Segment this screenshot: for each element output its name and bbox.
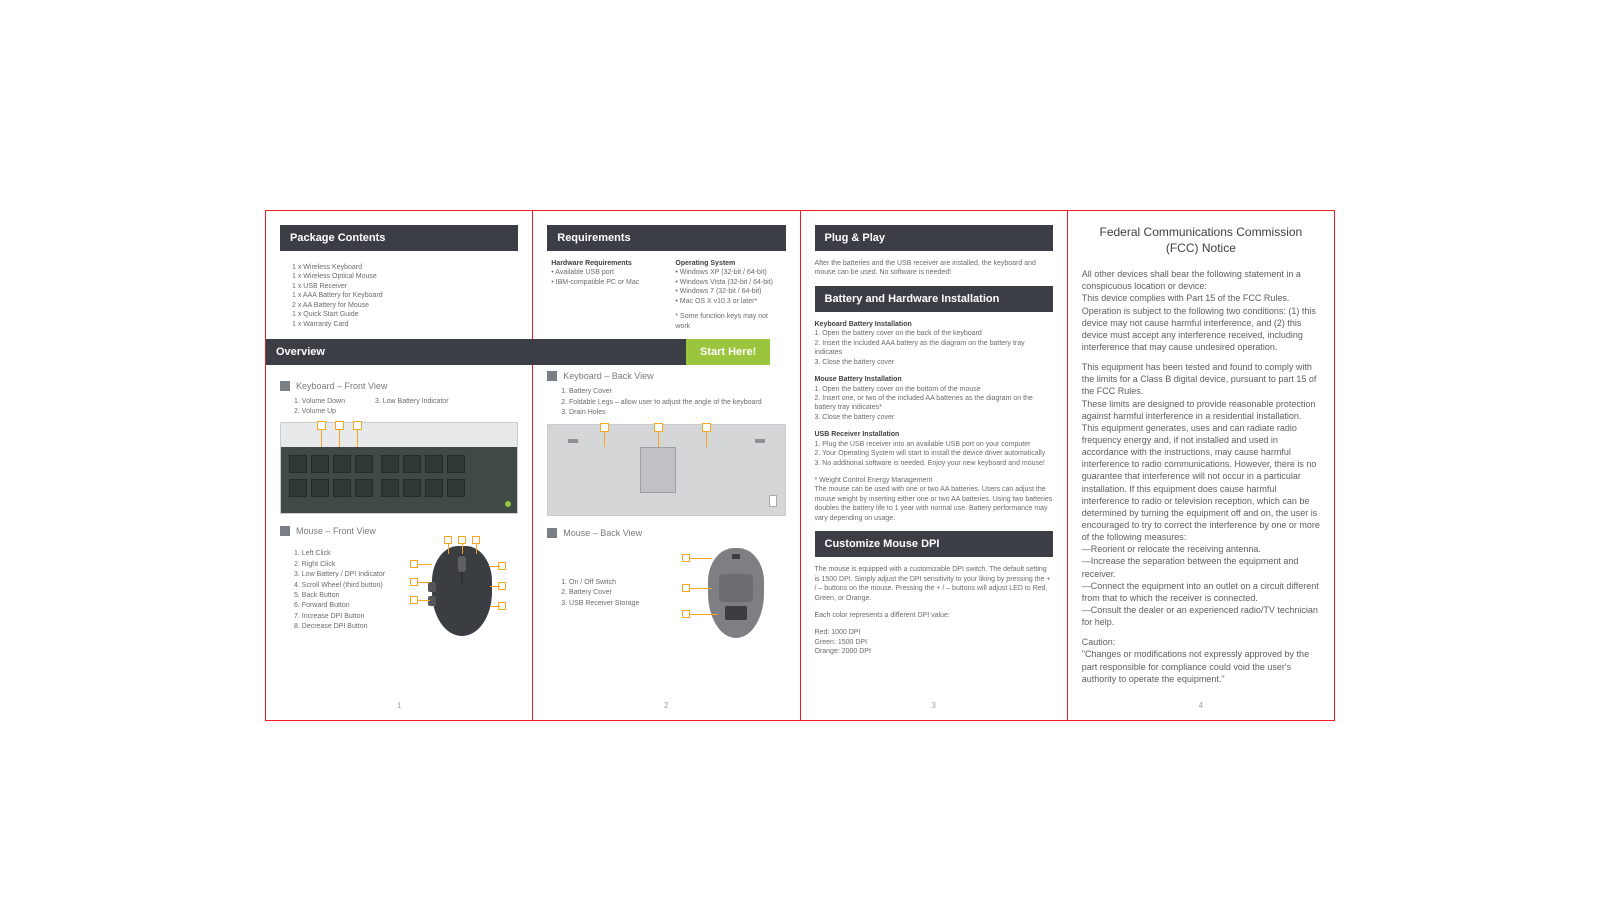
legend-item: 2. Volume Up: [294, 407, 345, 416]
usb-install: USB Receiver Installation 1. Plug the US…: [815, 430, 1053, 468]
install-step: 1. Plug the USB receiver into an availab…: [815, 440, 1053, 449]
panel-1: Package Contents 1 x Wireless Keyboard 1…: [266, 211, 533, 720]
dpi-text: The mouse is equipped with a customizabl…: [815, 565, 1053, 603]
figure-keyboard-back: [547, 424, 785, 516]
subhead-label: Keyboard – Back View: [563, 371, 653, 381]
pkg-item: 2 x AA Battery for Mouse: [292, 301, 518, 310]
os-note: * Some function keys may not work: [675, 312, 781, 331]
pkg-item: 1 x Quick Start Guide: [292, 310, 518, 319]
legend-item: 5. Back Button: [294, 591, 388, 600]
requirements-row: Hardware Requirements • Available USB po…: [547, 259, 785, 339]
legend-item: 1. Battery Cover: [561, 387, 785, 396]
legend-item: 3. Low Battery Indicator: [375, 397, 449, 406]
subhead-mouse-back: Mouse – Back View: [547, 528, 785, 538]
plug-play-text: After the batteries and the USB receiver…: [815, 259, 1053, 278]
pkg-item: 1 x Wireless Keyboard: [292, 263, 518, 272]
kb-front-legend: 1. Volume Down 2. Volume Up 3. Low Batte…: [280, 397, 518, 416]
fcc-title: Federal Communications Commission (FCC) …: [1082, 225, 1320, 256]
usb-install-head: USB Receiver Installation: [815, 431, 900, 438]
subhead-kb-front: Keyboard – Front View: [280, 381, 518, 391]
panel-3: Plug & Play After the batteries and the …: [801, 211, 1068, 720]
install-step: 2. Insert the included AAA battery as th…: [815, 339, 1053, 358]
hw-item: • Available USB port: [551, 268, 657, 277]
bar-battery-install: Battery and Hardware Installation: [815, 286, 1053, 312]
install-step: 2. Insert one, or two of the included AA…: [815, 394, 1053, 413]
mouse-install-head: Mouse Battery Installation: [815, 376, 902, 383]
manual-sheet: Package Contents 1 x Wireless Keyboard 1…: [265, 210, 1335, 721]
dpi-value: Red: 1000 DPI: [815, 628, 1053, 637]
install-step: 2. Your Operating System will start to i…: [815, 449, 1053, 458]
legend-item: 3. Drain Holes: [561, 408, 785, 417]
page-number: 2: [547, 693, 785, 710]
kb-install: Keyboard Battery Installation 1. Open th…: [815, 320, 1053, 367]
kb-install-head: Keyboard Battery Installation: [815, 321, 912, 328]
legend-item: 7. Increase DPI Button: [294, 612, 388, 621]
bar-plug-play: Plug & Play: [815, 225, 1053, 251]
legend-item: 8. Decrease DPI Button: [294, 622, 388, 631]
mouse-install: Mouse Battery Installation 1. Open the b…: [815, 375, 1053, 422]
hw-item: • IBM-compatible PC or Mac: [551, 278, 657, 287]
legend-item: 6. Forward Button: [294, 601, 388, 610]
bar-customize-dpi: Customize Mouse DPI: [815, 531, 1053, 557]
square-icon: [280, 381, 290, 391]
install-step: 3. No additional software is needed. Enj…: [815, 459, 1053, 468]
square-icon: [280, 526, 290, 536]
os-head: Operating System: [675, 260, 735, 267]
pkg-item: 1 x AAA Battery for Keyboard: [292, 291, 518, 300]
install-step: 1. Open the battery cover on the back of…: [815, 329, 1053, 338]
figure-mouse-back: [676, 544, 786, 642]
panel-4: Federal Communications Commission (FCC) …: [1068, 211, 1334, 720]
fcc-p2: This equipment has been tested and found…: [1082, 361, 1320, 628]
weight-note: * Weight Control Energy Management The m…: [815, 476, 1053, 523]
legend-item: 3. USB Receiver Storage: [561, 599, 665, 608]
dpi-each: Each color represents a different DPI va…: [815, 611, 1053, 620]
os-item: • Windows Vista (32-bit / 64-bit): [675, 278, 781, 287]
bar-overview: Overview Start Here!: [266, 339, 770, 365]
bar-requirements: Requirements: [547, 225, 785, 251]
legend-item: 1. Left Click: [294, 549, 388, 558]
panel-2: Requirements Hardware Requirements • Ava…: [533, 211, 800, 720]
page-number: 3: [815, 693, 1053, 710]
os-item: • Windows XP (32-bit / 64-bit): [675, 268, 781, 277]
overview-label: Overview: [266, 339, 686, 365]
figure-mouse-front: [398, 542, 518, 640]
pkg-item: 1 x USB Receiver: [292, 282, 518, 291]
mouse-back-row: 1. On / Off Switch 2. Battery Cover 3. U…: [547, 544, 785, 642]
fcc-p1: All other devices shall bear the followi…: [1082, 268, 1320, 353]
fcc-p3: Caution: "Changes or modifications not e…: [1082, 636, 1320, 685]
fcc-body: All other devices shall bear the followi…: [1082, 268, 1320, 693]
legend-item: 3. Low Battery / DPI Indicator: [294, 570, 388, 579]
pkg-item: 1 x Wireless Optical Mouse: [292, 272, 518, 281]
legend-item: 4. Scroll Wheel (third button): [294, 581, 388, 590]
legend-item: 1. On / Off Switch: [561, 578, 665, 587]
dpi-value: Green: 1500 DPI: [815, 638, 1053, 647]
page-number: 1: [280, 693, 518, 710]
install-step: 3. Close the battery cover: [815, 413, 1053, 422]
pkg-item: 1 x Warranty Card: [292, 320, 518, 329]
subhead-label: Mouse – Front View: [296, 526, 376, 536]
subhead-label: Keyboard – Front View: [296, 381, 387, 391]
figure-keyboard-front: [280, 422, 518, 514]
legend-item: 2. Right Click: [294, 560, 388, 569]
hw-head: Hardware Requirements: [551, 260, 632, 267]
subhead-kb-back: Keyboard – Back View: [547, 371, 785, 381]
legend-item: 2. Foldable Legs – allow user to adjust …: [561, 398, 785, 407]
start-here-cta: Start Here!: [686, 339, 770, 365]
install-step: 3. Close the battery cover: [815, 358, 1053, 367]
square-icon: [547, 528, 557, 538]
os-item: • Mac OS X v10.3 or later*: [675, 297, 781, 306]
square-icon: [547, 371, 557, 381]
subhead-label: Mouse – Back View: [563, 528, 642, 538]
os-item: • Windows 7 (32-bit / 64-bit): [675, 287, 781, 296]
dpi-value: Orange: 2000 DPI: [815, 647, 1053, 656]
legend-item: 2. Battery Cover: [561, 588, 665, 597]
dpi-values: Red: 1000 DPI Green: 1500 DPI Orange: 20…: [815, 628, 1053, 656]
bar-package-contents: Package Contents: [280, 225, 518, 251]
mouse-front-row: 1. Left Click 2. Right Click 3. Low Batt…: [280, 542, 518, 640]
legend-item: 1. Volume Down: [294, 397, 345, 406]
page-number: 4: [1082, 693, 1320, 710]
package-contents-list: 1 x Wireless Keyboard 1 x Wireless Optic…: [280, 259, 518, 339]
subhead-mouse-front: Mouse – Front View: [280, 526, 518, 536]
install-step: 1. Open the battery cover on the bottom …: [815, 385, 1053, 394]
